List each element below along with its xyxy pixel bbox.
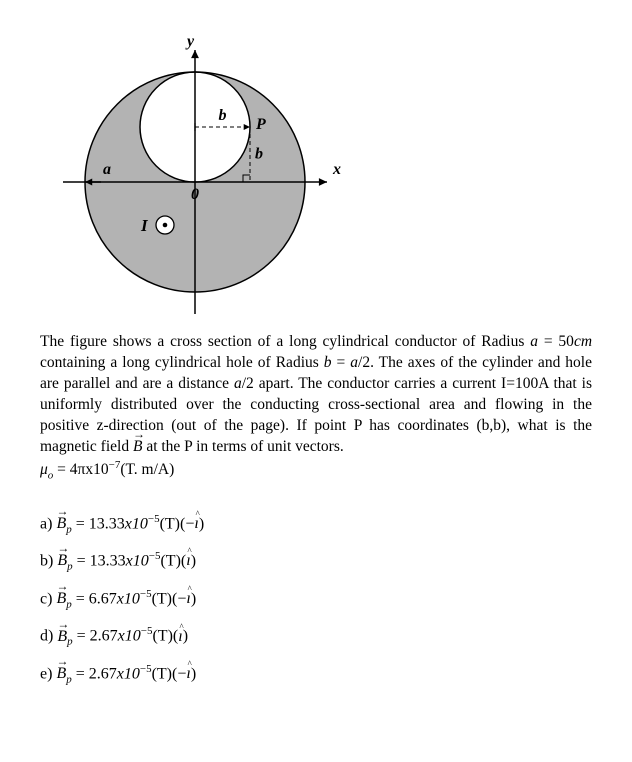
T: (T) [160, 515, 180, 532]
answer-b: b) Bp = 13.33x10−5(T)(ı) [40, 550, 592, 573]
text: The figure shows a cross section of a lo… [40, 333, 530, 350]
exp: −5 [141, 625, 153, 637]
unit-vec: ı [178, 628, 182, 646]
figure-svg: yxabbP0I [55, 10, 375, 320]
exp: −5 [149, 550, 161, 562]
T: (T) [152, 590, 172, 607]
label: a) [40, 515, 56, 532]
vec-Bp: B [57, 628, 67, 646]
close: ) [191, 590, 196, 607]
coef: 2.67 [90, 628, 118, 645]
label: d) [40, 628, 57, 645]
dir: (− [172, 665, 186, 682]
answer-e: e) Bp = 2.67x10−5(T)(−ı) [40, 663, 592, 686]
close: ) [191, 552, 196, 569]
svg-text:x: x [332, 161, 341, 178]
vec-Bp: B [56, 515, 66, 533]
T: (T) [152, 628, 172, 645]
dir: (− [180, 515, 194, 532]
coef: 13.33 [90, 552, 126, 569]
exp: −5 [140, 588, 152, 600]
mu-exp: −7 [109, 459, 121, 471]
mu-symbol: μ [40, 461, 48, 478]
exp: −5 [140, 663, 152, 675]
vec-Bp: B [56, 665, 66, 683]
coef: 2.67 [89, 665, 117, 682]
coef: 6.67 [89, 590, 117, 607]
svg-text:a: a [103, 161, 111, 178]
close: ) [199, 515, 204, 532]
T: (T) [152, 665, 172, 682]
text: at the P in terms of unit vectors. [142, 438, 343, 455]
unit-vec: ı [186, 665, 190, 683]
close: ) [191, 665, 196, 682]
eq: = [73, 628, 90, 645]
svg-text:P: P [255, 116, 266, 133]
label: c) [40, 590, 56, 607]
answer-c: c) Bp = 6.67x10−5(T)(−ı) [40, 588, 592, 611]
vec-Bp: B [57, 552, 67, 570]
eq: = [72, 515, 89, 532]
answer-a: a) Bp = 13.33x10−5(T)(−ı) [40, 513, 592, 536]
label: b) [40, 552, 57, 569]
vec-B: B [133, 437, 142, 458]
x10: x10 [125, 515, 148, 532]
eq: = [72, 590, 89, 607]
eq: = [73, 552, 90, 569]
svg-text:b: b [219, 107, 227, 124]
var-a2: a [350, 354, 358, 371]
var-a: a [530, 333, 538, 350]
x10: x10 [126, 552, 149, 569]
var-b: b [324, 354, 332, 371]
T: (T) [160, 552, 180, 569]
unit-vec: ı [194, 515, 198, 533]
dir: (− [172, 590, 186, 607]
x10: x10 [117, 590, 140, 607]
svg-text:y: y [185, 33, 195, 50]
svg-text:0: 0 [191, 186, 199, 203]
close: ) [183, 628, 188, 645]
answer-d: d) Bp = 2.67x10−5(T)(ı) [40, 625, 592, 648]
eq: = [72, 665, 89, 682]
label: e) [40, 665, 56, 682]
text: containing a long cylindrical hole of Ra… [40, 354, 324, 371]
problem-statement: The figure shows a cross section of a lo… [40, 332, 592, 483]
unit-vec: ı [186, 590, 190, 608]
diagram-figure: yxabbP0I [55, 10, 375, 320]
x10: x10 [118, 628, 141, 645]
unit-vec: ı [186, 552, 190, 570]
unit-cm: cm [574, 333, 592, 350]
vec-Bp: B [56, 590, 66, 608]
var-a3: a [234, 375, 242, 392]
mu-eq: = 4πx10 [53, 461, 108, 478]
x10: x10 [117, 665, 140, 682]
exp: −5 [148, 513, 160, 525]
coef: 13.33 [89, 515, 125, 532]
svg-text:b: b [255, 146, 263, 163]
text: = 50 [538, 333, 574, 350]
answer-list: a) Bp = 13.33x10−5(T)(−ı) b) Bp = 13.33x… [40, 513, 592, 686]
mu-units: (T. m/A) [120, 461, 174, 478]
text: = [332, 354, 351, 371]
